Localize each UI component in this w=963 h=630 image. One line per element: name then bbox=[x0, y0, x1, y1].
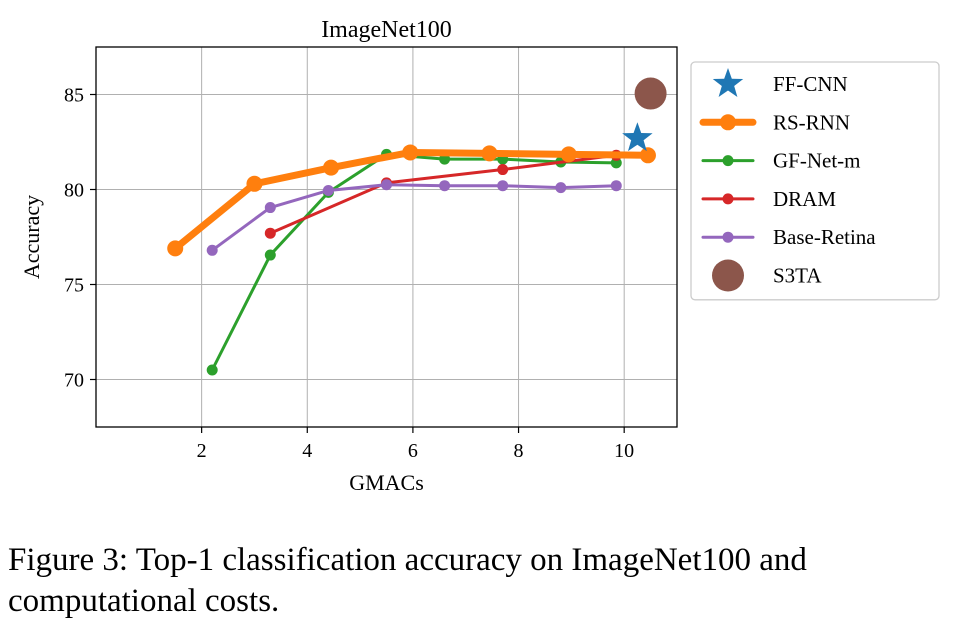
legend-item-rs-rnn: RS-RNN bbox=[699, 110, 850, 134]
x-tick-label: 4 bbox=[302, 440, 312, 462]
data-point bbox=[555, 182, 567, 194]
data-point bbox=[264, 227, 276, 239]
data-point bbox=[481, 145, 498, 162]
data-point bbox=[610, 157, 622, 169]
legend-label: FF-CNN bbox=[773, 72, 848, 96]
series-rs-rnn bbox=[167, 144, 656, 257]
legend-marker bbox=[712, 259, 744, 292]
series-s3ta bbox=[634, 77, 667, 110]
y-tick-label: 75 bbox=[64, 275, 84, 297]
plot-frame bbox=[95, 46, 678, 428]
data-point bbox=[246, 175, 263, 192]
series-base-retina bbox=[206, 179, 622, 256]
data-point bbox=[264, 202, 276, 214]
y-tick-label: 70 bbox=[64, 370, 84, 392]
data-point bbox=[639, 147, 656, 164]
data-point bbox=[497, 164, 509, 176]
series-ff-cnn bbox=[622, 122, 653, 152]
x-tick-label: 2 bbox=[197, 440, 207, 462]
legend-item-gf-net-m: GF-Net-m bbox=[701, 149, 861, 173]
series-line bbox=[210, 183, 618, 252]
legend-label: S3TA bbox=[773, 264, 822, 288]
legend-item-base-retina: Base-Retina bbox=[701, 225, 876, 249]
legend-label: RS-RNN bbox=[773, 110, 850, 134]
data-point bbox=[402, 144, 419, 161]
data-point bbox=[323, 159, 340, 176]
legend-item-dram: DRAM bbox=[701, 187, 836, 211]
ticks: 2 4 6 8 10 70 75 80 85 bbox=[64, 85, 634, 463]
series-line bbox=[268, 153, 618, 235]
x-tick-label: 8 bbox=[514, 440, 524, 462]
grid bbox=[96, 47, 677, 427]
data-point bbox=[439, 180, 451, 192]
data-point bbox=[167, 240, 184, 257]
y-tick-label: 85 bbox=[64, 85, 84, 107]
legend-item-ff-cnn: FF-CNN bbox=[712, 68, 848, 97]
legend: FF-CNN RS-RNN GF-Net-m DRAM Base-Retina S3TA bbox=[690, 61, 940, 301]
legend-item-s3ta: S3TA bbox=[712, 259, 822, 292]
chart-figure: 2 4 6 8 10 70 75 80 85 ImageNet100 GMACs Accurac… bbox=[19, 17, 940, 495]
legend-label: Base-Retina bbox=[773, 225, 876, 249]
data-point bbox=[560, 146, 577, 163]
x-axis-label: GMACs bbox=[349, 470, 424, 495]
chart-title: ImageNet100 bbox=[321, 17, 452, 43]
data-point bbox=[610, 180, 622, 192]
data-point bbox=[381, 179, 392, 191]
legend-label: GF-Net-m bbox=[773, 149, 861, 173]
legend-marker bbox=[722, 155, 734, 167]
x-tick-label: 6 bbox=[408, 440, 418, 462]
y-axis-label: Accuracy bbox=[19, 195, 44, 279]
x-tick-label: 10 bbox=[614, 440, 634, 462]
data-point bbox=[634, 77, 667, 110]
figure-caption: Figure 3: Top-1 classification accuracy … bbox=[8, 542, 807, 619]
data-point bbox=[497, 180, 509, 192]
data-point bbox=[206, 244, 218, 256]
data-point bbox=[264, 249, 276, 261]
legend-marker bbox=[712, 68, 744, 97]
data-point bbox=[322, 184, 334, 196]
legend-marker bbox=[722, 193, 734, 205]
data-point bbox=[622, 122, 653, 152]
legend-marker bbox=[722, 231, 734, 243]
data-point bbox=[206, 364, 218, 376]
series-line bbox=[171, 148, 652, 252]
series-layer bbox=[167, 77, 667, 376]
y-tick-label: 80 bbox=[64, 180, 84, 202]
legend-marker bbox=[720, 114, 736, 131]
legend-label: DRAM bbox=[773, 187, 836, 211]
